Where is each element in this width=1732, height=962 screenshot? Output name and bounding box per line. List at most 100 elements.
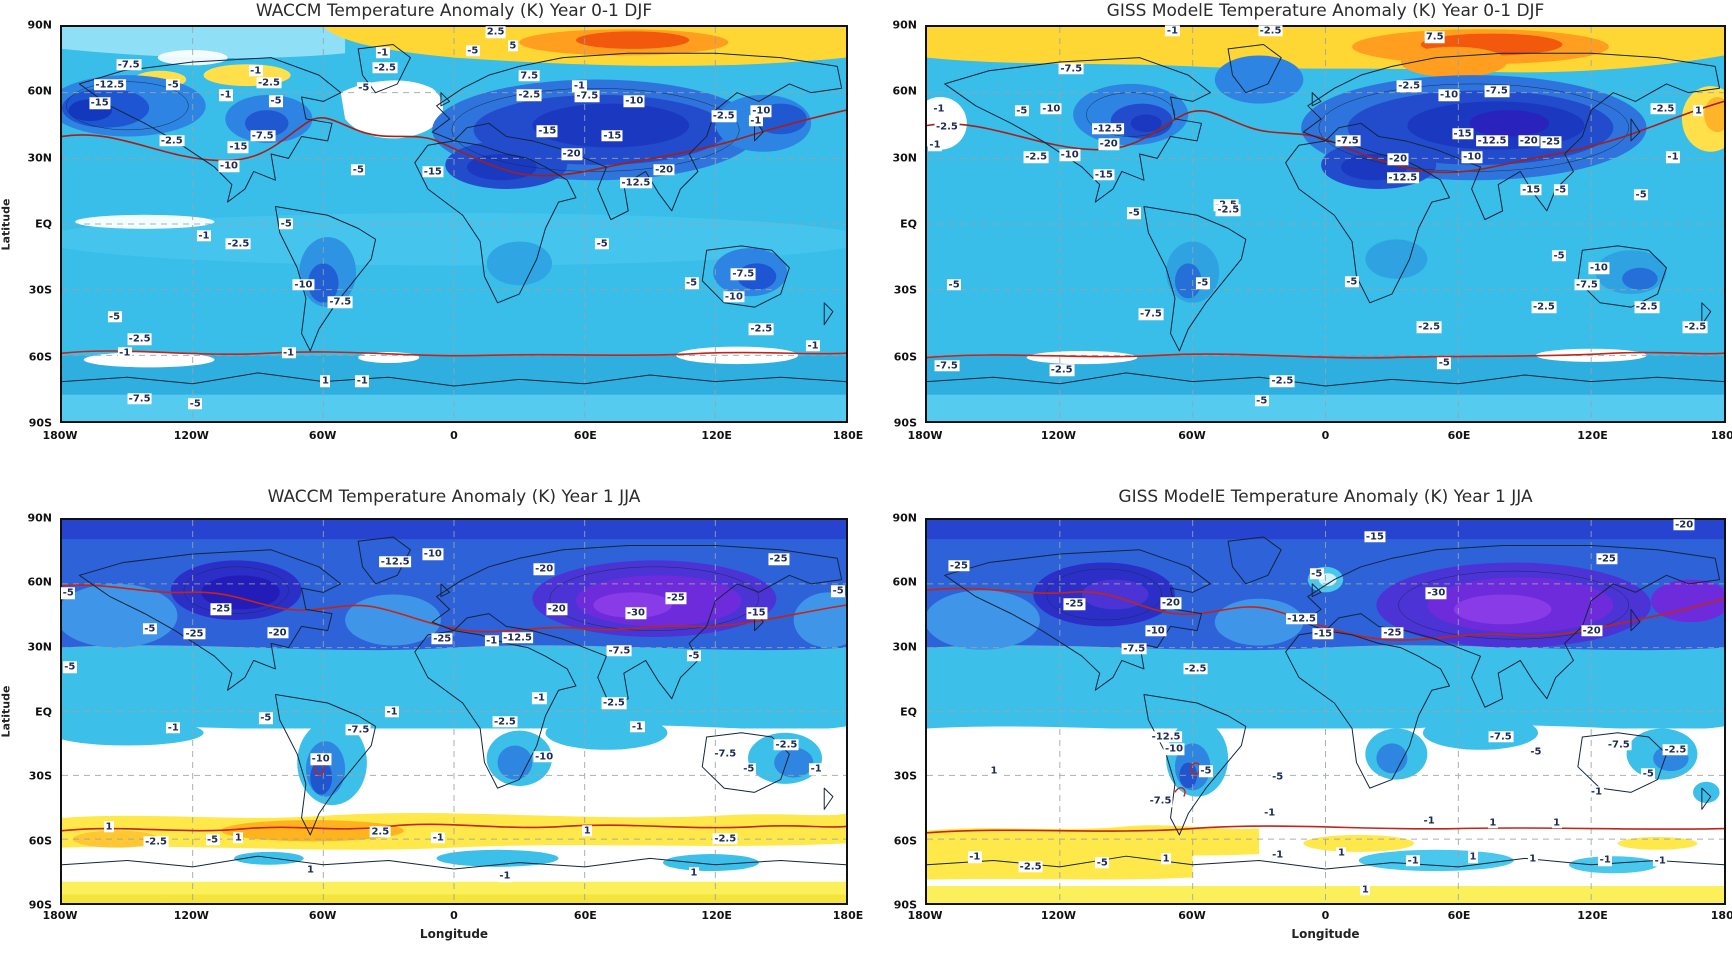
contour-label: -7.5 — [574, 90, 600, 103]
y-tick-label: 90S — [28, 416, 52, 430]
contour-label: 1 — [1360, 883, 1371, 896]
contour-label: -25 — [431, 632, 453, 645]
contour-label: -10 — [1461, 151, 1483, 164]
y-axis-ticks: 90N 60N 30N EQ 30S 60S 90S — [877, 512, 921, 912]
contour-label: -5 — [268, 95, 284, 108]
red-contour-line — [927, 353, 1724, 358]
panel-title: WACCM Temperature Anomaly (K) Year 1 JJA — [267, 487, 641, 507]
y-tick-label: 60S — [28, 350, 52, 364]
contour-label: -5 — [1198, 765, 1213, 777]
contour-label: -7.5 — [345, 724, 371, 736]
contour-label: -1 — [218, 89, 233, 101]
contour-label: -2.5 — [1682, 321, 1708, 333]
contour-label: 5 — [507, 39, 518, 52]
contour-label: 1 — [688, 867, 699, 879]
contour-label: -1 — [1270, 849, 1285, 861]
contour-label: -2.5 — [1650, 102, 1676, 115]
contour-label: -5 — [1551, 250, 1567, 262]
contour-label: -5 — [1309, 567, 1324, 580]
x-tick-label: 120E — [701, 909, 732, 922]
x-tick-label: 60W — [1178, 429, 1206, 442]
contour-label: -12.5 — [93, 79, 126, 91]
contour-label: -5 — [1195, 277, 1210, 290]
contour-label: -2.5 — [1258, 25, 1283, 37]
contour-label: -1 — [806, 339, 821, 352]
contour-label: -5 — [684, 277, 699, 290]
y-tick-label: 30N — [27, 151, 52, 165]
contour-label: -1 — [385, 706, 400, 718]
contour-label: -1 — [967, 851, 982, 863]
contour-label: -5 — [947, 278, 962, 291]
contour-label: -10 — [1145, 624, 1167, 637]
x-tick-label: 180E — [832, 429, 864, 442]
contour-label: -1 — [1598, 854, 1613, 867]
x-tick-label: 0 — [1321, 429, 1330, 442]
panel-giss-djf: GISS ModelE Temperature Anomaly (K) Year… — [866, 0, 1732, 481]
contour-label: -12.5 — [619, 176, 652, 189]
contour-label: -25 — [1540, 136, 1562, 148]
contour-label: -15 — [1093, 169, 1115, 181]
y-tick-label: 30S — [893, 769, 917, 783]
contour-label: -5 — [1437, 357, 1452, 369]
contour-label: -5 — [188, 397, 203, 410]
contour-label: 1 — [104, 821, 115, 833]
contour-label: -1 — [1406, 855, 1421, 867]
contour-label: -2.5 — [1183, 662, 1209, 675]
y-tick-label: 60S — [893, 834, 917, 847]
contour-label: -1 — [809, 763, 824, 776]
contour-label: -20 — [561, 148, 583, 160]
x-tick-label: 180E — [1710, 909, 1732, 922]
x-tick-label: 120W — [1040, 429, 1077, 442]
contour-label: -5 — [166, 79, 181, 91]
x-tick-label: 60W — [1178, 909, 1206, 922]
x-axis-ticks: 180W 120W 60W 0 60E 120E 180E — [42, 909, 863, 924]
x-tick-label: 180W — [907, 909, 943, 922]
contour-label: -5 — [142, 623, 157, 635]
contour-label: -25 — [1381, 627, 1403, 639]
contour-label: -15 — [1312, 628, 1334, 640]
contour-label: -2.5 — [1049, 364, 1075, 376]
contour-label: -7.5 — [1335, 135, 1361, 147]
contour-label: -2.5 — [1215, 204, 1241, 216]
contour-label: -1 — [484, 634, 499, 647]
contour-label: 2.5 — [485, 26, 506, 38]
x-tick-label: 120E — [701, 429, 732, 442]
contour-label: -2.5 — [256, 77, 282, 89]
panel-title: WACCM Temperature Anomaly (K) Year 0-1 D… — [255, 1, 653, 21]
contour-label: -7.5 — [712, 748, 738, 761]
x-tick-label: 180E — [1710, 429, 1732, 442]
contour-label: -5 — [686, 649, 701, 662]
y-tick-label: 60S — [28, 834, 52, 847]
red-contour-line — [927, 826, 1724, 833]
contour-label: -5 — [1254, 394, 1269, 407]
contour-label: -5 — [741, 763, 756, 776]
contour-label: -20 — [653, 163, 675, 176]
x-tick-label: 60E — [573, 909, 597, 922]
contour-label: -7.5 — [1606, 739, 1632, 751]
x-tick-label: 60E — [1447, 429, 1471, 442]
y-tick-label: 60N — [27, 575, 52, 589]
contour-label: -15 — [422, 165, 444, 178]
contour-label: -2.5 — [712, 832, 738, 845]
x-tick-label: 0 — [450, 429, 458, 442]
x-tick-label: 120W — [173, 909, 209, 922]
y-tick-label: 30N — [892, 151, 917, 165]
contour-label: -2.5 — [1634, 301, 1660, 313]
contour-label: -5 — [61, 587, 76, 599]
contour-label: -2.5 — [748, 323, 774, 335]
contour-label: -12.5 — [379, 555, 412, 568]
contour-label: 1 — [305, 864, 316, 877]
contour-label: -1 — [497, 870, 513, 882]
contour-label: -2.5 — [127, 333, 153, 346]
contour-label: -10 — [310, 753, 332, 766]
contour-label: -20 — [1581, 624, 1603, 637]
contour-label: -2.5 — [143, 835, 169, 848]
contour-label: -1 — [931, 102, 947, 115]
contour-label: -2.5 — [516, 89, 542, 101]
contour-label: 1 — [1161, 853, 1172, 865]
contour-label: -25 — [665, 592, 687, 604]
contour-label: -20 — [267, 627, 289, 639]
x-axis-ticks: 180W 120W 60W 0 60E 120E 180E — [42, 429, 863, 444]
panel-title: GISS ModelE Temperature Anomaly (K) Year… — [1106, 1, 1545, 21]
